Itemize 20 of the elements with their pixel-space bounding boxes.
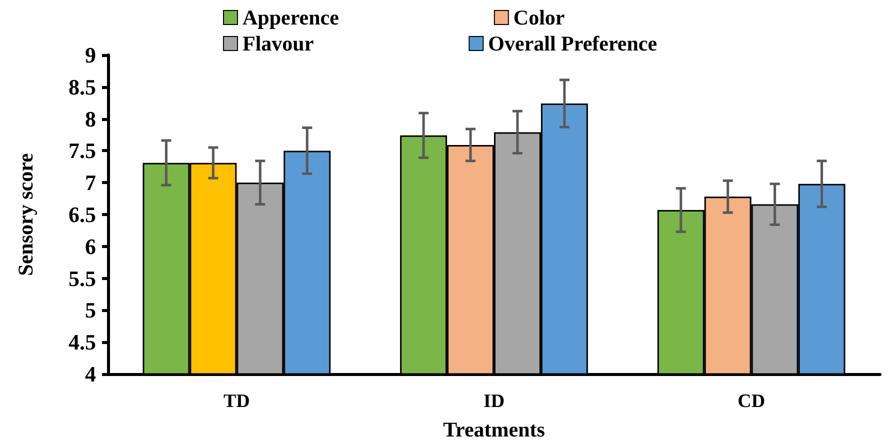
y-axis-title: Sensory score <box>14 153 38 276</box>
legend-label: Color <box>513 6 565 30</box>
x-tick-label: TD <box>223 391 250 412</box>
y-tick-label: 5 <box>85 298 96 323</box>
x-axis-title: Treatments <box>443 418 545 442</box>
y-tick-label: 7.5 <box>68 138 96 164</box>
y-tick-label: 6.5 <box>68 202 96 227</box>
y-tick-label: 8 <box>85 106 96 132</box>
y-tick-label: 6 <box>85 234 96 259</box>
y-tick-label: 9 <box>85 42 96 68</box>
legend-label: Apperence <box>242 6 339 30</box>
y-tick-label: 4 <box>85 362 96 386</box>
x-tick-label: ID <box>483 391 505 412</box>
legend-label: Overall Preference <box>488 32 658 56</box>
legend-label: Flavour <box>242 32 314 56</box>
y-tick-label: 4.5 <box>68 330 96 355</box>
y-tick-label: 8.5 <box>68 74 96 100</box>
y-tick-label: 7 <box>85 170 96 196</box>
y-tick-label: 5.5 <box>68 266 96 291</box>
x-tick-label: CD <box>738 391 766 412</box>
